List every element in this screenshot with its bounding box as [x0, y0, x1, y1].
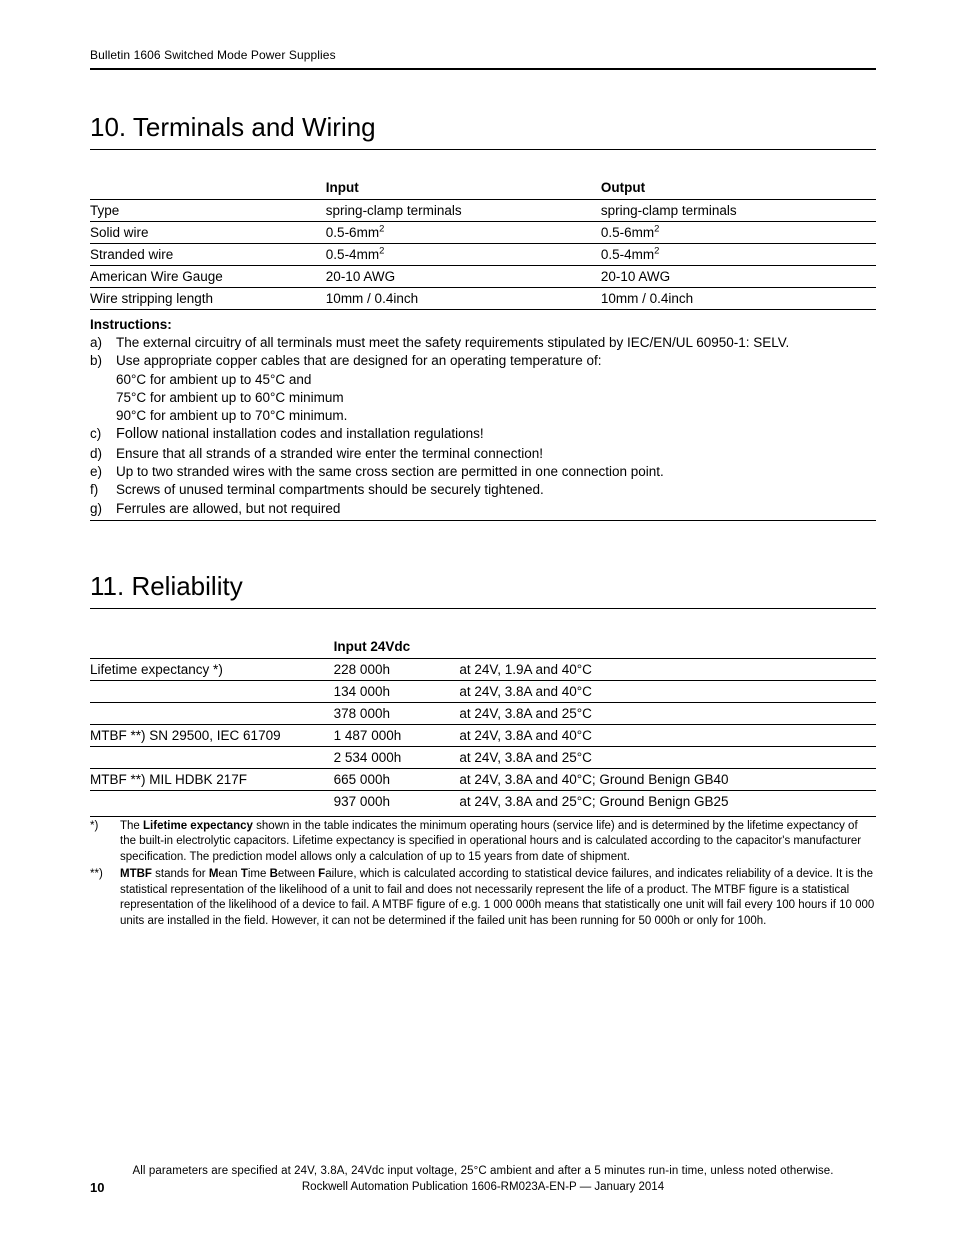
- col-blank: [90, 635, 334, 659]
- page-number: 10: [90, 1180, 104, 1195]
- row-label: MTBF **) SN 29500, IEC 61709: [90, 724, 334, 746]
- row-cond: at 24V, 3.8A and 40°C; Ground Benign GB4…: [459, 768, 876, 790]
- reliability-table: Input 24Vdc Lifetime expectancy *) 228 0…: [90, 635, 876, 812]
- col-input24: Input 24Vdc: [334, 635, 460, 659]
- row-input: 0.5-6mm2: [326, 222, 601, 244]
- row-label: Solid wire: [90, 222, 326, 244]
- table-row: 378 000h at 24V, 3.8A and 25°C: [90, 702, 876, 724]
- instruction-item: f)Screws of unused terminal compartments…: [90, 481, 876, 499]
- col-blank: [90, 176, 326, 200]
- table-row: Wire stripping length 10mm / 0.4inch 10m…: [90, 288, 876, 310]
- row-label: Stranded wire: [90, 244, 326, 266]
- table-row: Solid wire 0.5-6mm2 0.5-6mm2: [90, 222, 876, 244]
- instructions-heading: Instructions:: [90, 316, 876, 334]
- footer-params: All parameters are specified at 24V, 3.8…: [90, 1163, 876, 1179]
- row-label: Lifetime expectancy *): [90, 658, 334, 680]
- row-cond: at 24V, 3.8A and 25°C: [459, 702, 876, 724]
- table-row: Lifetime expectancy *) 228 000h at 24V, …: [90, 658, 876, 680]
- footer-publication: Rockwell Automation Publication 1606-RM0…: [90, 1179, 876, 1195]
- instruction-item: b)Use appropriate copper cables that are…: [90, 352, 876, 370]
- instruction-item: a)The external circuitry of all terminal…: [90, 334, 876, 352]
- row-val: 378 000h: [334, 702, 460, 724]
- instructions-end-rule: [90, 520, 876, 521]
- row-val: 134 000h: [334, 680, 460, 702]
- table-row: American Wire Gauge 20-10 AWG 20-10 AWG: [90, 266, 876, 288]
- row-label: Type: [90, 200, 326, 222]
- row-cond: at 24V, 3.8A and 25°C: [459, 746, 876, 768]
- row-val: 665 000h: [334, 768, 460, 790]
- row-output: spring-clamp terminals: [601, 200, 876, 222]
- table-row: Type spring-clamp terminals spring-clamp…: [90, 200, 876, 222]
- row-input: spring-clamp terminals: [326, 200, 601, 222]
- row-output: 0.5-6mm2: [601, 222, 876, 244]
- row-val: 228 000h: [334, 658, 460, 680]
- table-row: 134 000h at 24V, 3.8A and 40°C: [90, 680, 876, 702]
- row-label: American Wire Gauge: [90, 266, 326, 288]
- section-10-title: 10. Terminals and Wiring: [90, 112, 876, 150]
- instructions-block: Instructions: a)The external circuitry o…: [90, 316, 876, 521]
- table-row: Stranded wire 0.5-4mm2 0.5-4mm2: [90, 244, 876, 266]
- row-output: 10mm / 0.4inch: [601, 288, 876, 310]
- running-head: Bulletin 1606 Switched Mode Power Suppli…: [90, 48, 876, 62]
- instruction-item: c)Follow national installation codes and…: [90, 425, 876, 445]
- row-output: 0.5-4mm2: [601, 244, 876, 266]
- row-val: 2 534 000h: [334, 746, 460, 768]
- row-cond: at 24V, 1.9A and 40°C: [459, 658, 876, 680]
- terminals-table: Input Output Type spring-clamp terminals…: [90, 176, 876, 310]
- col-input: Input: [326, 176, 601, 200]
- row-label: MTBF **) MIL HDBK 217F: [90, 768, 334, 790]
- table-row: 2 534 000h at 24V, 3.8A and 25°C: [90, 746, 876, 768]
- row-cond: at 24V, 3.8A and 40°C: [459, 680, 876, 702]
- instruction-item: d)Ensure that all strands of a stranded …: [90, 445, 876, 463]
- col-output: Output: [601, 176, 876, 200]
- row-input: 10mm / 0.4inch: [326, 288, 601, 310]
- row-val: 1 487 000h: [334, 724, 460, 746]
- instruction-subitem: 60°C for ambient up to 45°C and: [90, 371, 876, 389]
- row-output: 20-10 AWG: [601, 266, 876, 288]
- row-input: 20-10 AWG: [326, 266, 601, 288]
- instruction-item: g)Ferrules are allowed, but not required: [90, 500, 876, 518]
- col-blank: [459, 635, 876, 659]
- row-cond: at 24V, 3.8A and 40°C: [459, 724, 876, 746]
- instruction-subitem: 75°C for ambient up to 60°C minimum: [90, 389, 876, 407]
- section-11-title: 11. Reliability: [90, 571, 876, 609]
- table-row: 937 000h at 24V, 3.8A and 25°C; Ground B…: [90, 790, 876, 812]
- row-cond: at 24V, 3.8A and 25°C; Ground Benign GB2…: [459, 790, 876, 812]
- row-val: 937 000h: [334, 790, 460, 812]
- row-input: 0.5-4mm2: [326, 244, 601, 266]
- footnote-2: **) MTBF stands for Mean Time Between Fa…: [90, 867, 876, 929]
- table-row: MTBF **) MIL HDBK 217F 665 000h at 24V, …: [90, 768, 876, 790]
- instruction-item: e)Up to two stranded wires with the same…: [90, 463, 876, 481]
- header-rule: [90, 68, 876, 70]
- footnotes: *) The Lifetime expectancy shown in the …: [90, 816, 876, 930]
- page-footer: All parameters are specified at 24V, 3.8…: [90, 1163, 876, 1195]
- row-label: Wire stripping length: [90, 288, 326, 310]
- instruction-subitem: 90°C for ambient up to 70°C minimum.: [90, 407, 876, 425]
- table-row: MTBF **) SN 29500, IEC 61709 1 487 000h …: [90, 724, 876, 746]
- footnote-1: *) The Lifetime expectancy shown in the …: [90, 819, 876, 866]
